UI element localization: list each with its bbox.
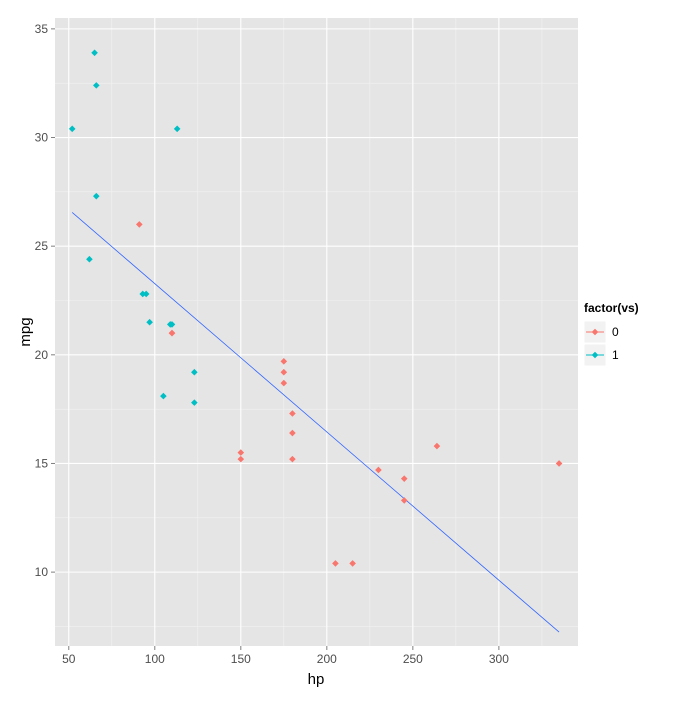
legend-title: factor(vs): [584, 301, 639, 315]
x-tick-label: 150: [231, 652, 251, 666]
y-tick-label: 20: [35, 348, 49, 362]
legend-label: 1: [612, 348, 619, 362]
x-tick-label: 250: [403, 652, 423, 666]
trend-line: [71, 212, 560, 633]
data-point-vs-0: [332, 560, 339, 567]
data-point-vs-0: [280, 379, 288, 387]
data-point-vs-0: [289, 429, 296, 437]
data-point-vs-0: [400, 475, 408, 482]
data-point-vs-1: [146, 318, 153, 326]
data-point-vs-0: [555, 460, 563, 467]
data-point-vs-0: [289, 410, 296, 417]
data-point-vs-1: [86, 255, 93, 263]
y-tick-label: 35: [35, 22, 49, 36]
x-tick-label: 100: [145, 652, 165, 666]
legend-key-marker: [591, 328, 599, 336]
data-point-vs-0: [280, 358, 288, 365]
points-layer: [68, 49, 563, 567]
data-point-vs-1: [92, 82, 100, 89]
x-axis-title: hp: [308, 671, 325, 688]
data-point-vs-0: [135, 221, 143, 228]
data-point-vs-1: [191, 399, 198, 406]
data-point-vs-0: [280, 368, 288, 376]
data-point-vs-0: [375, 466, 382, 474]
x-tick-label: 50: [62, 652, 76, 666]
data-point-vs-1: [160, 392, 167, 400]
y-tick-label: 30: [35, 131, 49, 145]
grid-lines: [55, 18, 578, 646]
data-point-vs-0: [237, 455, 245, 463]
data-point-vs-1: [166, 321, 174, 328]
data-point-vs-1: [91, 49, 98, 57]
x-axis: 50 100 150 200 250 300: [62, 646, 509, 666]
data-point-vs-1: [68, 125, 76, 133]
data-point-vs-0: [237, 449, 245, 456]
data-point-vs-0: [168, 329, 176, 337]
legend-keys: 01: [583, 320, 619, 367]
x-tick-label: 200: [317, 652, 337, 666]
x-tick-label: 300: [489, 652, 509, 666]
data-point-vs-0: [289, 455, 296, 463]
data-point-vs-1: [92, 192, 100, 200]
y-axis: 10 15 20 25 30 35: [35, 22, 55, 579]
data-point-vs-0: [349, 560, 356, 567]
data-point-vs-1: [142, 290, 150, 298]
y-tick-label: 15: [35, 456, 49, 470]
y-tick-label: 10: [35, 565, 49, 579]
legend-key-marker: [591, 351, 599, 359]
data-point-vs-1: [173, 125, 181, 133]
data-point-vs-1: [139, 290, 147, 298]
legend-label: 0: [612, 325, 619, 339]
y-axis-title: mpg: [17, 317, 34, 346]
legend: factor(vs) 01: [583, 301, 639, 367]
data-point-vs-0: [400, 497, 408, 504]
panel-background: [55, 18, 578, 646]
data-point-vs-0: [433, 442, 441, 450]
data-point-vs-1: [191, 368, 198, 376]
y-tick-label: 25: [35, 239, 49, 253]
trend-line-layer: [71, 212, 560, 633]
